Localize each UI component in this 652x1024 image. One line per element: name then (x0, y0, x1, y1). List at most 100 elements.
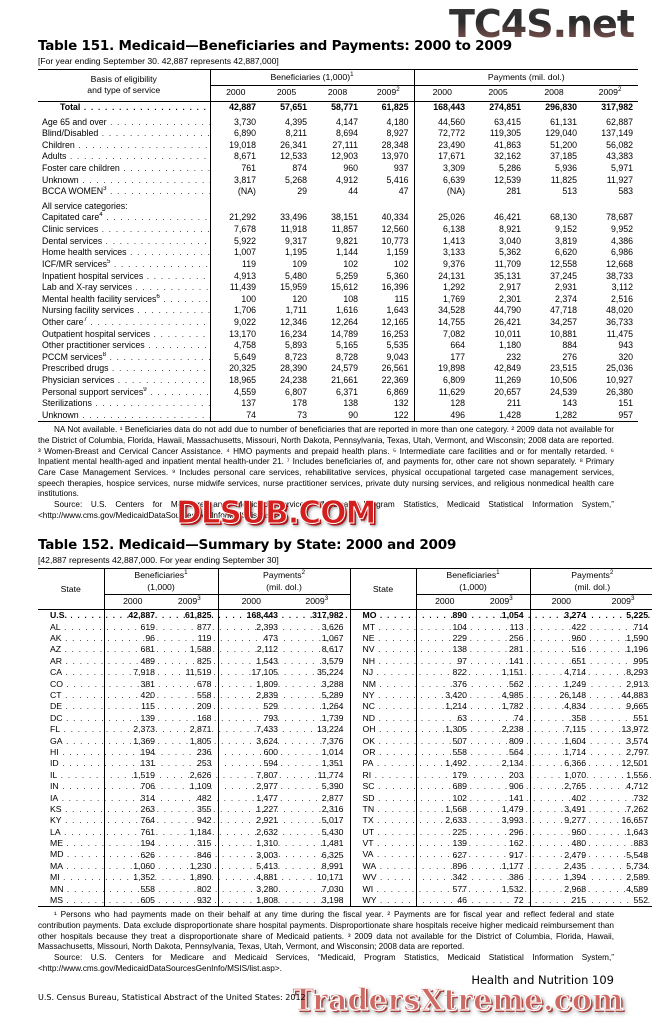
left-cell-value: 825 (197, 655, 212, 666)
cell-value: 6,639 (413, 174, 471, 187)
right-cell-value: 141 (509, 655, 524, 666)
left-cell-value: 594 (217, 758, 285, 770)
right-cell-value: 995 (633, 655, 649, 666)
leader-dots: . . . . . . . . . . . . . . . . . . . . … (112, 364, 210, 374)
leader-dots: . . . . . . . . . . . . . . . . . . . . … (61, 634, 344, 644)
table-row: MD . . . . . . . . . . . . . . . . . . .… (38, 849, 652, 861)
left-state-label: DE . . . . . . . . . . . . . . . . . . .… (50, 701, 344, 712)
right-cell-value: 97 (415, 655, 474, 668)
cell-value: 3,730 (209, 113, 261, 129)
cell-value: 1,180 (499, 340, 522, 351)
table152-footnotes-text: ¹ Persons who had payments made on their… (38, 910, 614, 952)
cell-value: 20,325 (209, 363, 261, 375)
leader-dots: . . . . . . . . . . . . . . . . . . . . … (373, 884, 652, 894)
cell-value: 1,413 (413, 235, 471, 248)
table152-group-payments-left: Payments2 (mil. dol.) (217, 568, 351, 595)
cell-value: 62,887 (606, 116, 634, 127)
cell-value: 957 (582, 409, 639, 423)
cell-value: 8,723 (284, 351, 307, 362)
right-cell-value: 46 (415, 895, 474, 908)
cell-value: 9,821 (335, 235, 358, 246)
leader-dots: . . . . . . . . . . . . . . . . . . . . … (83, 102, 210, 112)
right-cell-value: 1,305 (415, 724, 474, 736)
cell-value: 119,305 (489, 128, 522, 139)
cell-value: 276 (562, 351, 578, 362)
left-cell-value: 13,224 (316, 724, 344, 735)
leader-dots: . . . . . . . . . . . . . . . . . . . . … (135, 283, 210, 293)
leader-dots: . . . . . . . . . . . . . . . . . . . . … (58, 759, 341, 769)
leader-dots: . . . . . . . . . . . . . . . . . . . . … (148, 341, 210, 351)
cell-value: 5,936 (555, 163, 578, 174)
left-cell-value: 793 (217, 712, 285, 725)
table-row: ID . . . . . . . . . . . . . . . . . . .… (38, 758, 652, 770)
table-row: KS . . . . . . . . . . . . . . . . . . .… (38, 803, 652, 816)
right-cell-value: 281 (509, 644, 524, 655)
cell-value: 63,415 (494, 116, 522, 127)
leader-dots: . . . . . . . . . . . . . . . . . . . . … (58, 793, 341, 803)
right-cell-value: 627 (415, 849, 474, 861)
right-cell-value: 3,993 (501, 815, 524, 826)
table-row: Inpatient hospital services . . . . . . … (38, 270, 638, 283)
cell-value: 11,825 (550, 174, 578, 185)
cell-value: 151 (618, 398, 634, 409)
cell-value: 24,131 (413, 270, 471, 283)
leader-dots: . . . . . . . . . . . . . . . . . . . . … (61, 804, 344, 814)
right-cell-value: 141 (509, 792, 524, 803)
footer-section-title: Health and Nutrition 109 (471, 973, 614, 987)
leader-dots: . . . . . . . . . . . . . . . . . . . . … (105, 236, 210, 246)
right-cell-value: 296 (509, 826, 524, 837)
left-state-label: IL . . . . . . . . . . . . . . . . . . .… (50, 769, 340, 780)
cell-value: 8,927 (386, 128, 409, 139)
table-row: Capitated care4 . . . . . . . . . . . . … (38, 212, 638, 225)
cell-value: 109 (292, 258, 307, 269)
leader-dots: . . . . . . . . . . . . . . . . . . . . … (375, 736, 652, 746)
table-row: U.S. . . . . . . . . . . . . . . . . . .… (38, 609, 652, 622)
left-cell-value: 605 (103, 895, 161, 908)
left-cell-value: 1,808 (217, 895, 285, 908)
left-cell-value: 1,588 (189, 644, 212, 655)
row-label: ICF/MR services5 . . . . . . . . . . . .… (38, 259, 210, 271)
table152-source: Source: U.S. Centers for Medicare and Me… (38, 953, 614, 973)
table152-state-header-right: State (349, 568, 417, 610)
cell-value: 51,200 (550, 139, 578, 150)
right-cell-value: 203 (509, 769, 524, 780)
right-cell-value: 4,714 (529, 667, 593, 679)
right-state-label: SD . . . . . . . . . . . . . . . . . . .… (349, 792, 652, 804)
right-cell-value: 480 (529, 838, 593, 850)
left-cell-value: 8,991 (321, 860, 344, 871)
right-cell-value: 215 (529, 895, 593, 908)
table152-col-r-ben-2000: 2000 (415, 594, 474, 610)
leader-dots: . . . . . . . . . . . . . . . . . . . . … (374, 691, 652, 700)
leader-dots: . . . . . . . . . . . . . . . . . . . . … (374, 793, 652, 803)
left-cell-value: 11,519 (185, 667, 212, 678)
cell-value: 177 (413, 351, 471, 364)
left-state-label: AR . . . . . . . . . . . . . . . . . . .… (50, 655, 344, 666)
left-cell-value: 61,825 (184, 610, 212, 621)
table152-col-r-pay-2000: 2000 (529, 594, 593, 610)
cell-value: (NA) (413, 186, 471, 198)
page-footer: Health and Nutrition 109 U.S. Census Bur… (0, 973, 652, 1002)
left-state-label: KY . . . . . . . . . . . . . . . . . . .… (50, 815, 344, 826)
leader-dots: . . . . . . . . . . . . . . . . . . . . … (373, 839, 652, 849)
left-cell-value: 1,060 (103, 860, 161, 873)
left-cell-value: 2,112 (217, 644, 285, 656)
cell-value: 4,758 (209, 340, 261, 352)
cell-value: 16,396 (381, 282, 409, 293)
cell-value: 17,671 (413, 151, 471, 164)
cell-value: 72,772 (413, 128, 471, 140)
cell-value: 43,383 (606, 151, 634, 162)
row-label: Sterilizations . . . . . . . . . . . . .… (38, 398, 210, 410)
cell-value: (NA) (209, 186, 261, 198)
left-cell-value: 139 (103, 712, 161, 725)
cell-value: 11,918 (280, 224, 307, 235)
right-cell-value: 4,834 (529, 701, 593, 713)
cell-value: 9,317 (284, 235, 307, 246)
cell-value: 36,733 (606, 316, 634, 327)
cell-empty (582, 198, 638, 213)
leader-dots: . . . . . . . . . . . . . . . . . . . . … (62, 702, 344, 712)
left-state-label: AK . . . . . . . . . . . . . . . . . . .… (50, 633, 344, 644)
left-state-label: IN . . . . . . . . . . . . . . . . . . .… (50, 781, 341, 792)
right-cell-value: 12,501 (621, 758, 649, 769)
right-cell-value: 422 (529, 621, 593, 634)
right-state-label: MO . . . . . . . . . . . . . . . . . . .… (349, 609, 652, 622)
